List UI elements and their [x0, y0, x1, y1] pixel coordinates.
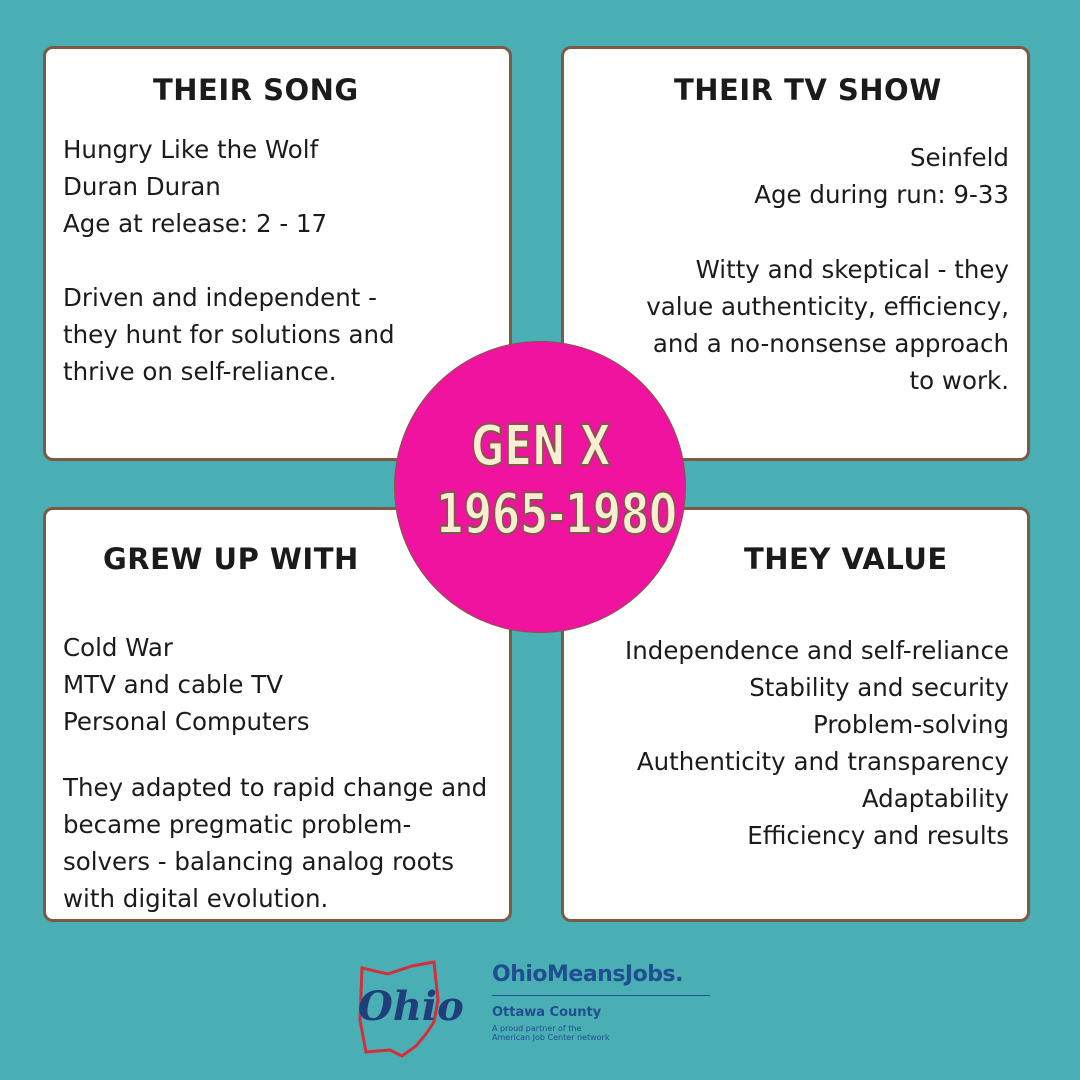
text-line: Hungry Like the Wolf [63, 135, 319, 164]
text-line: Personal Computers [63, 707, 310, 736]
song-panel: THEIR SONG Hungry Like the Wolf Duran Dur… [43, 46, 512, 461]
text-line: Stability and security [749, 673, 1009, 702]
text-line: Seinfeld [909, 143, 1009, 172]
text-line: solvers - balancing analog roots [63, 847, 455, 876]
grew-description: They adapted to rapid change and became p… [63, 770, 487, 918]
song-description: Driven and independent - they hunt for so… [63, 279, 395, 390]
divider [492, 995, 710, 996]
text-line: with digital evolution. [63, 884, 329, 913]
badge-years: 1965-1980 [435, 481, 678, 548]
tv-description: Witty and skeptical - they value authenti… [646, 251, 1009, 399]
text-line: Driven and independent - [63, 283, 378, 312]
text-line: became pregmatic problem- [63, 810, 412, 839]
text-line: and a no-nonsense approach [652, 329, 1009, 358]
panel-title: THEIR SONG [153, 73, 359, 107]
county: Ottawa County [492, 1005, 602, 1020]
tagline: American Job Center network [492, 1033, 610, 1042]
text-line: Duran Duran [63, 172, 221, 201]
text-line: Efficiency and results [747, 821, 1009, 850]
ohio-logo: Ohio [358, 960, 464, 1058]
footer-text: OhioMeansJobs. Ottawa County A proud par… [492, 962, 710, 1042]
logo-word: Ohio [358, 983, 464, 1030]
badge-title: GEN X [471, 413, 612, 480]
grew-lines: Cold War MTV and cable TV Personal Compute… [63, 630, 310, 741]
center-badge: GEN X 1965-1980 [394, 341, 686, 633]
panel-title: THEIR TV SHOW [674, 73, 942, 107]
text-line: Problem-solving [813, 710, 1009, 739]
text-line: thrive on self-reliance. [63, 357, 337, 386]
grew-panel: GREW UP WITH Cold War MTV and cable TV Per… [43, 507, 512, 922]
text-line: Cold War [63, 633, 173, 662]
text-line: Authenticity and transparency [636, 747, 1009, 776]
text-line: Age during run: 9-33 [754, 180, 1009, 209]
text-line: Witty and skeptical - they [695, 255, 1009, 284]
text-line: value authenticity, efficiency, [646, 292, 1009, 321]
text-line: they hunt for solutions and [63, 320, 395, 349]
panel-title: THEY VALUE [744, 542, 948, 576]
song-lines: Hungry Like the Wolf Duran Duran Age at re… [63, 131, 327, 242]
state-outline [358, 960, 440, 1058]
text-line: Independence and self-reliance [625, 636, 1009, 665]
tagline: A proud partner of the [492, 1024, 582, 1033]
text-line: Age at release: 2 - 17 [63, 209, 328, 238]
tv-lines: Seinfeld Age during run: 9-33 [754, 139, 1009, 213]
brand: OhioMeansJobs. [492, 962, 683, 987]
text-line: MTV and cable TV [63, 670, 283, 699]
panel-title: GREW UP WITH [103, 542, 359, 576]
text-line: They adapted to rapid change and [63, 773, 488, 802]
text-line: Adaptability [861, 784, 1009, 813]
text-line: to work. [909, 366, 1009, 395]
value-lines: Independence and self-reliance Stability … [625, 632, 1009, 854]
